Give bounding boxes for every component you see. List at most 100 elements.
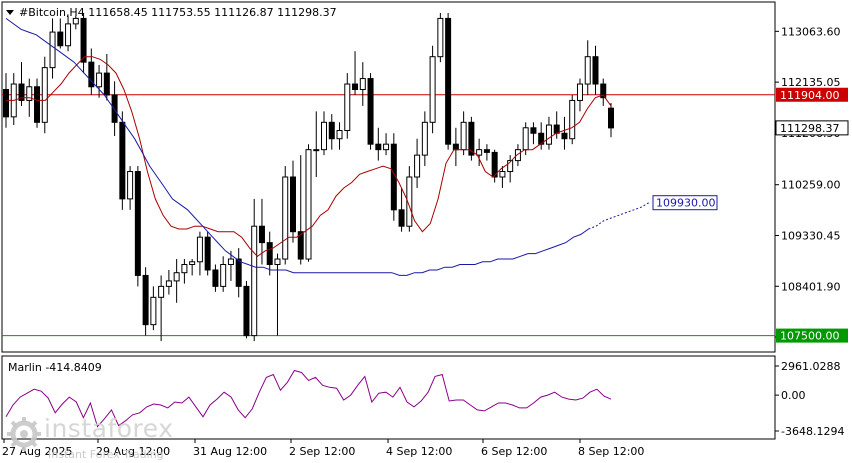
candle-body	[72, 17, 79, 25]
x-tick-label: 31 Aug 12:00	[193, 445, 267, 458]
candle	[150, 286, 157, 331]
candle-body	[344, 83, 351, 132]
candle	[212, 264, 219, 292]
candle-body	[127, 171, 134, 200]
candle-body	[352, 83, 359, 90]
candle-body	[476, 149, 483, 156]
candle	[189, 259, 196, 276]
candle-body	[367, 78, 374, 145]
candle	[383, 133, 390, 156]
candle	[251, 198, 258, 342]
candle	[119, 111, 126, 210]
candle	[352, 51, 359, 95]
candle-body	[328, 121, 335, 140]
x-tick-label: 27 Aug 2025	[2, 445, 72, 458]
osc-tick-label: 2961.0288	[781, 360, 841, 373]
candle	[569, 94, 576, 145]
candle-body	[297, 231, 304, 260]
y-tick-label: 108401.90	[781, 280, 841, 293]
candle-body	[383, 143, 390, 151]
candle-body	[600, 83, 607, 99]
candle	[34, 78, 41, 128]
candle-body	[150, 296, 157, 326]
candle-body	[235, 258, 242, 287]
candle-body	[406, 176, 413, 227]
candle	[483, 144, 490, 161]
candle	[57, 18, 64, 49]
candle	[173, 259, 180, 303]
candle-body	[522, 127, 529, 151]
candle	[584, 40, 591, 95]
candle-body	[305, 149, 312, 260]
candle	[406, 166, 413, 232]
candle-body	[538, 132, 545, 145]
candle-body	[212, 269, 219, 287]
candle-body	[142, 274, 149, 326]
marlin-title: Marlin -414.8409	[8, 361, 102, 374]
candle	[142, 267, 149, 336]
candle	[476, 138, 483, 167]
candle-body	[111, 94, 118, 123]
chart-title: #Bitcoin,H4 111658.45 111753.55 111126.8…	[19, 6, 337, 19]
candle-body	[514, 149, 521, 162]
candle-body	[258, 225, 265, 244]
candle	[507, 155, 514, 183]
candle-body	[445, 17, 452, 145]
candle-body	[545, 124, 552, 145]
candle	[274, 253, 281, 336]
candle-body	[243, 285, 250, 337]
current-price-label: 111298.37	[780, 122, 840, 135]
candle-body	[189, 261, 196, 265]
candle	[127, 166, 134, 210]
candle	[134, 166, 141, 287]
candle	[313, 111, 320, 177]
candle	[181, 259, 188, 284]
candle	[437, 12, 444, 63]
candle-body	[336, 130, 343, 140]
level-tag	[776, 87, 848, 102]
candle-body	[375, 143, 382, 151]
candle-body	[561, 132, 568, 140]
candle	[282, 166, 289, 265]
candle	[80, 12, 87, 74]
candle	[328, 114, 335, 150]
candle-body	[576, 83, 583, 101]
x-tick-label: 6 Sep 12:00	[481, 445, 547, 458]
candle	[359, 62, 366, 106]
ma-value-tag	[652, 195, 718, 211]
candle	[204, 231, 211, 276]
candle-body	[390, 143, 397, 211]
y-tick-label: 112135.05	[781, 76, 841, 89]
candle	[538, 122, 545, 150]
candle	[398, 187, 405, 232]
candle-body	[491, 151, 498, 178]
candle	[344, 73, 351, 139]
candle-body	[196, 236, 203, 263]
candle-body	[414, 154, 421, 178]
candle-body	[158, 285, 165, 298]
candle-body	[569, 99, 576, 140]
candle	[600, 78, 607, 106]
candle	[608, 102, 614, 138]
candle-body	[3, 89, 9, 118]
candle	[158, 275, 165, 342]
candle-body	[468, 121, 475, 156]
candle	[491, 149, 498, 183]
candle-body	[251, 225, 258, 337]
candle-body	[18, 83, 25, 101]
candle	[289, 160, 296, 243]
candle-body	[173, 272, 180, 282]
candle-body	[483, 149, 490, 153]
main-panel	[1, 1, 776, 353]
candle	[243, 280, 250, 339]
candle	[336, 122, 343, 150]
candle	[514, 144, 521, 167]
candle	[321, 111, 328, 156]
candle	[227, 250, 234, 281]
candle	[165, 269, 172, 295]
candle-body	[34, 86, 41, 123]
candle	[196, 231, 203, 276]
candle-body	[530, 127, 537, 134]
